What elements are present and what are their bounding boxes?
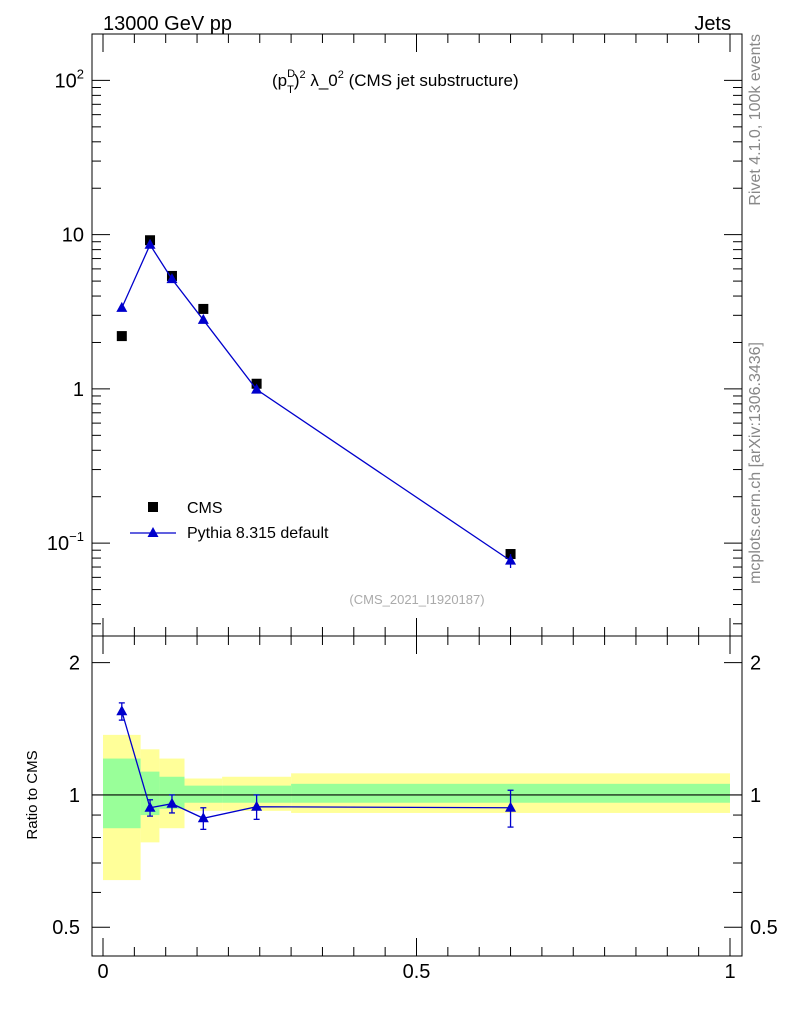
ratio-point-0 <box>116 705 128 716</box>
pythia-point-4 <box>251 383 263 394</box>
x-tick-label-1: 0.5 <box>403 961 431 983</box>
cms-point-0 <box>116 331 127 342</box>
title-sup-d: D <box>287 68 295 80</box>
ratio-stat-band-0 <box>103 758 141 829</box>
ratio-series <box>116 702 517 831</box>
ratio-y-tick-label-right-2: 2 <box>750 653 761 675</box>
pythia-point-0 <box>116 301 128 312</box>
main-y-tick-base: 10 <box>55 70 77 92</box>
rivet-version-label: Rivet 4.1.0, 100k events <box>747 34 764 206</box>
main-y-tick-base: 10 <box>47 533 69 555</box>
mcplots-source-label: mcplots.cern.ch [arXiv:1306.3436] <box>747 342 764 584</box>
ratio-point-2 <box>166 797 178 808</box>
pythia-point-2 <box>166 273 178 284</box>
main-y-tick-label-2: 1 <box>73 379 84 401</box>
ratio-point-4 <box>251 800 263 811</box>
pythia-line <box>121 243 511 562</box>
ratio-y-tick-label-left-1: 1 <box>69 785 80 807</box>
ratio-y-tick-label-left-2: 2 <box>69 653 80 675</box>
legend-pythia-marker <box>147 527 159 537</box>
x-tick-label-0: 0 <box>97 961 108 983</box>
main-y-tick-label-3: 10−1 <box>47 529 84 555</box>
main-y-tick-exp: 2 <box>77 66 84 81</box>
ratio-stat-band-3 <box>184 785 223 803</box>
ratio-y-tick-label-right-1: 1 <box>750 785 761 807</box>
ratio-stat-band-1 <box>140 771 160 816</box>
legend-pythia-label: Pythia 8.315 default <box>187 525 329 542</box>
cms-point-3 <box>198 303 209 314</box>
ratio-point-3 <box>197 812 209 823</box>
main-y-tick-label-0: 102 <box>55 66 84 92</box>
ratio-y-tick-label-right-0: 0.5 <box>750 917 778 939</box>
pythia-point-5 <box>505 554 517 565</box>
title-close: ) <box>294 71 300 90</box>
header-energy-label: 13000 GeV pp <box>103 13 232 35</box>
main-plot-title: (pD T)2 λ_02 (CMS jet substructure) <box>272 68 519 96</box>
main-y-tick-label-1: 10 <box>62 225 84 247</box>
title-open: (p <box>272 71 287 90</box>
title-exp2: 2 <box>338 69 344 81</box>
main-plot-frame <box>91 33 743 637</box>
main-y-tick-exp: −1 <box>69 529 84 544</box>
ratio-plot-frame <box>91 635 743 957</box>
legend-cms-label: CMS <box>187 500 223 517</box>
title-sub-t: T <box>287 84 294 96</box>
legend-cms-marker <box>148 502 158 512</box>
pythia-point-3 <box>197 313 209 324</box>
ratio-line <box>121 711 511 819</box>
header-category-label: Jets <box>694 13 731 35</box>
ratio-uncertainty-bands <box>92 734 742 881</box>
pythia-point-1 <box>144 238 156 249</box>
ratio-stat-band-4 <box>222 785 292 803</box>
title-lambda: λ_0 <box>306 71 338 90</box>
x-tick-label-2: 1 <box>724 961 735 983</box>
ratio-point-1 <box>144 801 156 812</box>
ratio-y-axis-label: Ratio to CMS <box>24 750 41 839</box>
analysis-id-watermark: (CMS_2021_I1920187) <box>349 592 484 607</box>
ratio-y-tick-label-left-0: 0.5 <box>52 917 80 939</box>
main-series <box>116 235 517 568</box>
ratio-point-5 <box>505 801 517 812</box>
title-tail: (CMS jet substructure) <box>344 71 519 90</box>
title-exp: 2 <box>299 69 305 81</box>
legend: CMS Pythia 8.315 default <box>130 500 329 542</box>
